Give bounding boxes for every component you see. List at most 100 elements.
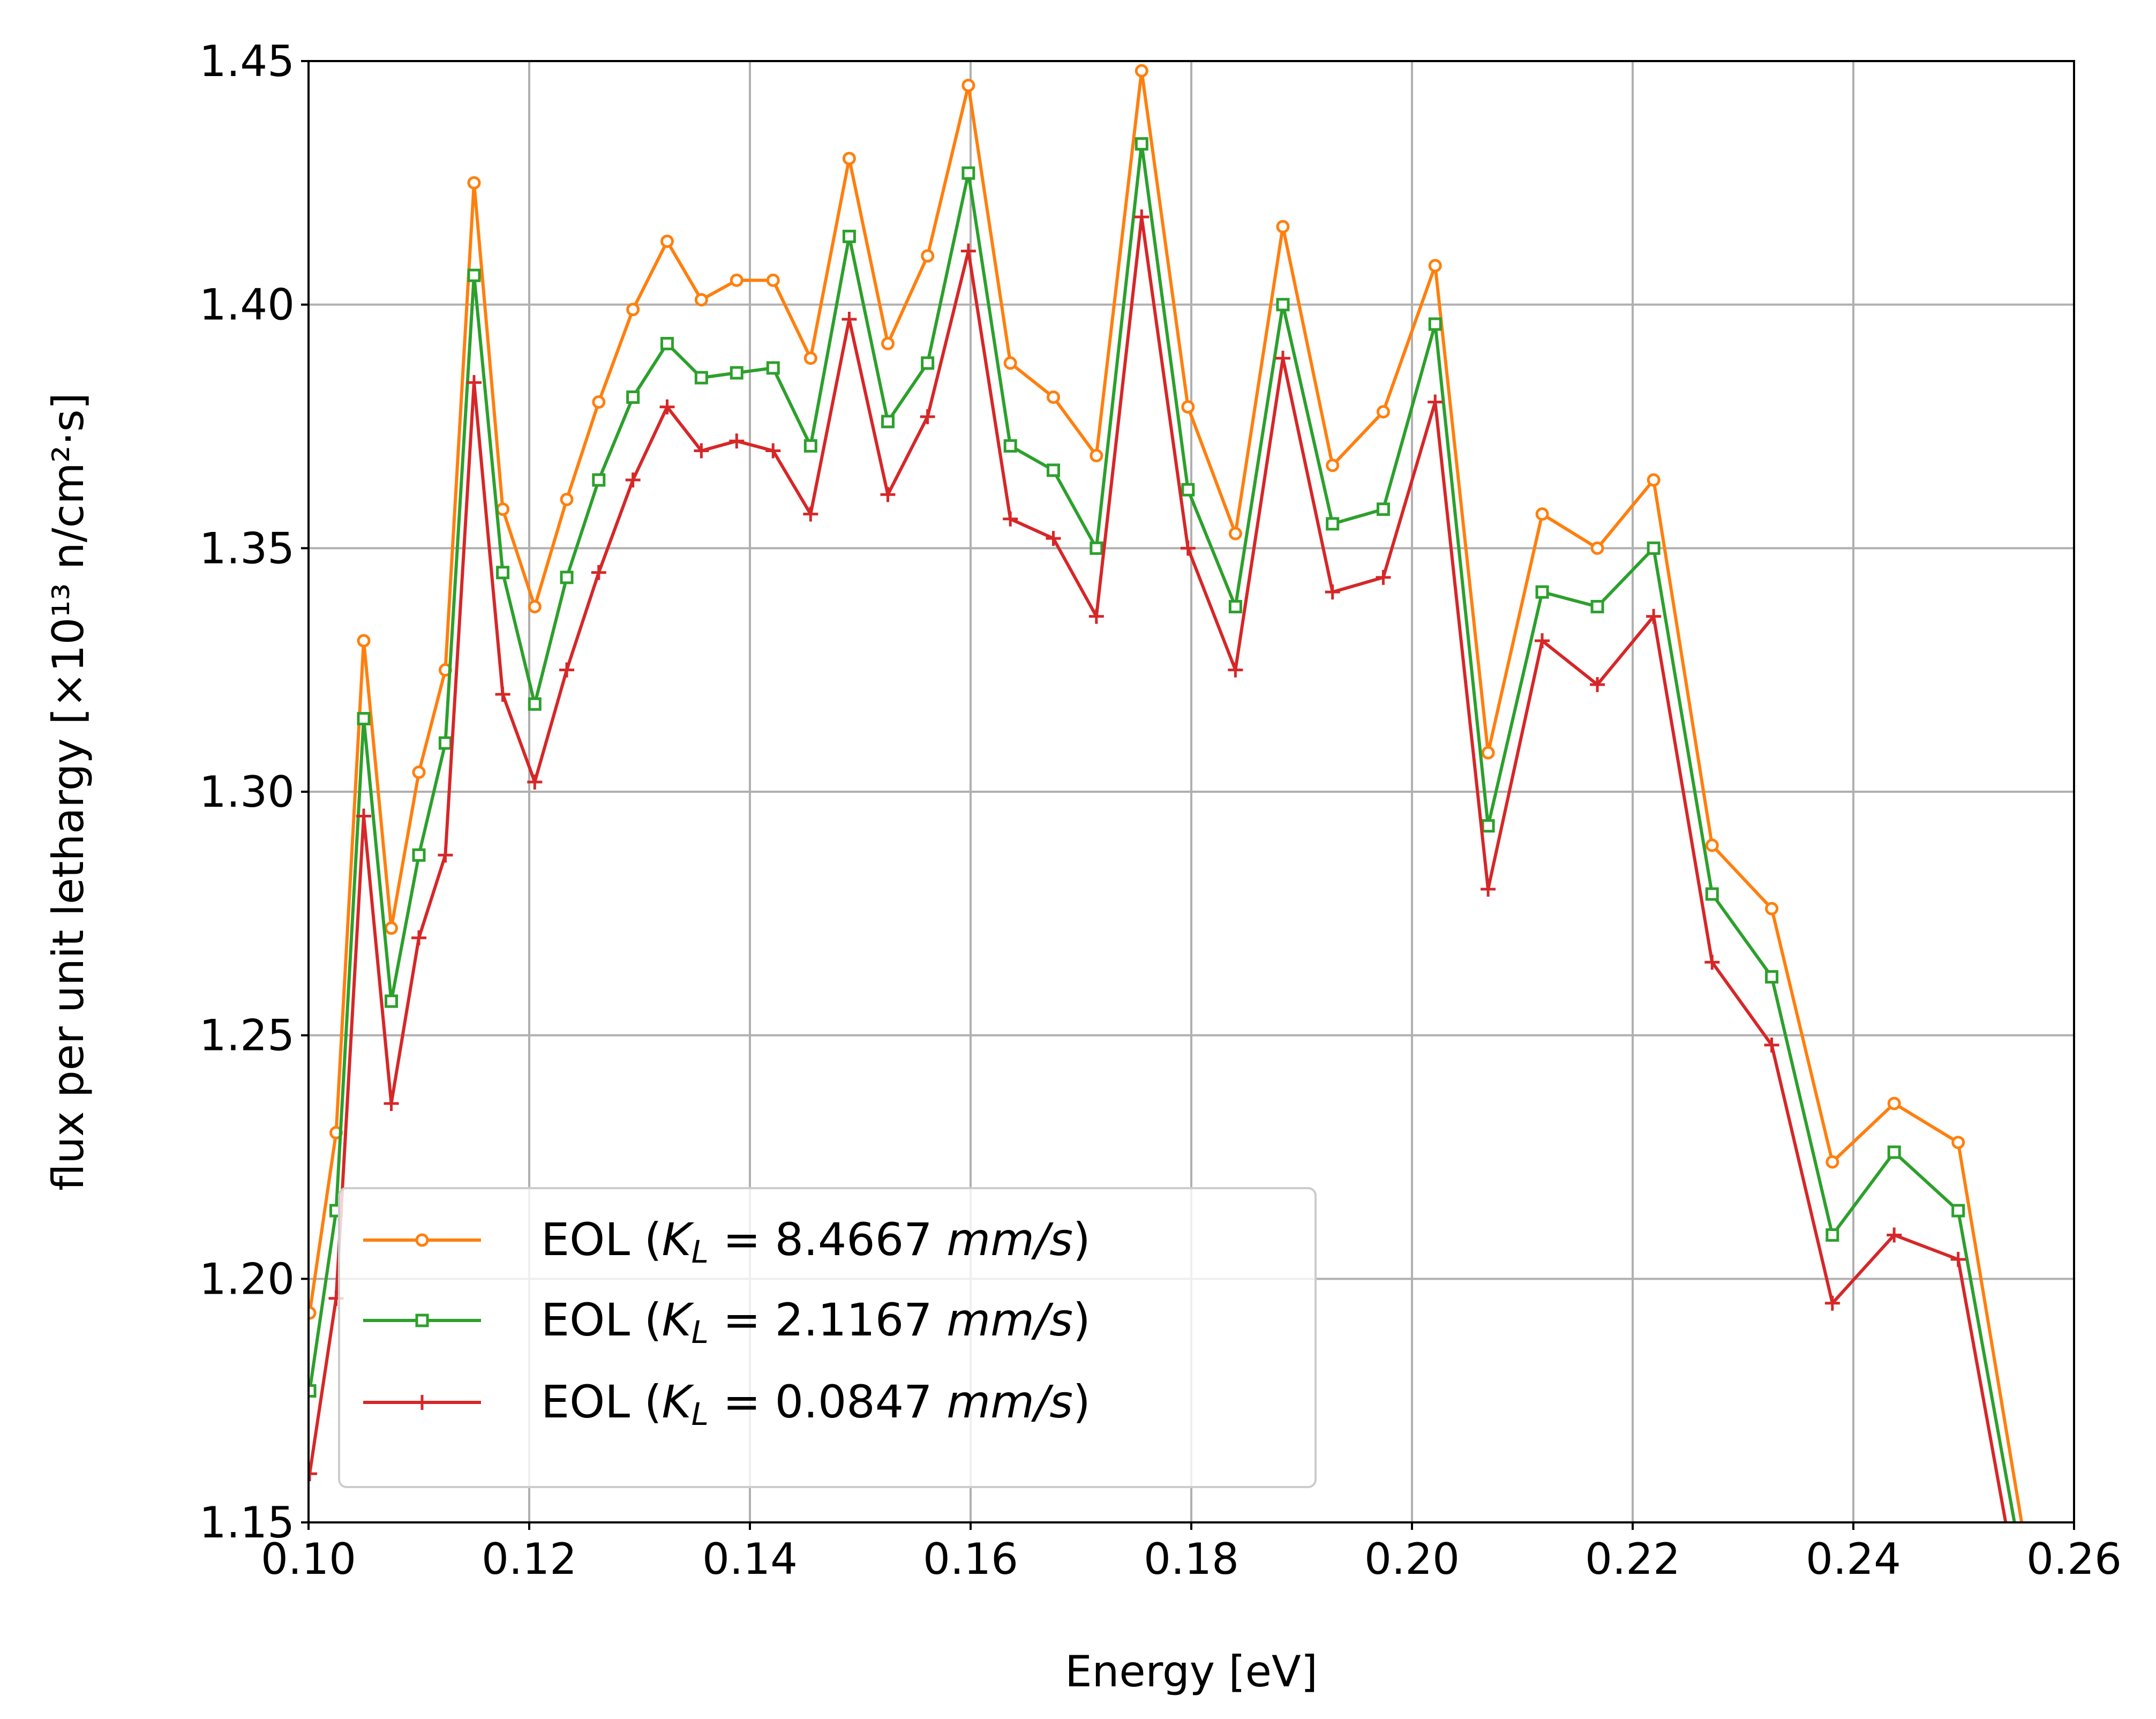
data-point xyxy=(1764,1037,1779,1053)
data-point xyxy=(803,506,818,522)
legend-box xyxy=(338,1187,1317,1488)
data-point xyxy=(1376,569,1391,585)
data-point xyxy=(356,808,371,824)
data-point xyxy=(626,303,640,317)
data-point xyxy=(881,336,895,350)
x-tick-label: 0.24 xyxy=(1806,1534,1901,1584)
data-point xyxy=(660,234,674,248)
data-point xyxy=(1326,459,1340,472)
data-point xyxy=(1135,64,1148,78)
data-point xyxy=(1428,317,1442,331)
data-point xyxy=(1705,838,1719,852)
data-point xyxy=(1325,584,1340,600)
data-point xyxy=(660,336,674,350)
data-point xyxy=(960,243,976,259)
data-point xyxy=(730,273,743,287)
data-point xyxy=(1887,1145,1901,1159)
y-tick-label: 1.45 xyxy=(199,36,295,86)
data-point xyxy=(766,273,780,287)
data-point xyxy=(385,994,398,1008)
data-point xyxy=(1090,541,1103,555)
data-point xyxy=(1481,746,1495,760)
data-point xyxy=(626,390,640,404)
data-point xyxy=(1228,527,1242,541)
data-point xyxy=(1481,881,1496,897)
data-point xyxy=(1951,1204,1965,1218)
series-square xyxy=(309,137,2016,1522)
legend-label: EOL (KL = 2.1167 mm/s) xyxy=(541,1294,1091,1350)
data-point xyxy=(1047,463,1060,477)
data-point xyxy=(1181,483,1195,497)
data-point xyxy=(842,229,856,243)
x-tick-label: 0.14 xyxy=(702,1534,798,1584)
data-point xyxy=(1647,473,1661,487)
y-tick-label: 1.15 xyxy=(199,1498,295,1548)
legend-marker xyxy=(415,1233,429,1247)
data-point xyxy=(592,473,606,487)
series-circle xyxy=(309,64,2024,1522)
data-point xyxy=(1535,585,1549,599)
series-plus xyxy=(309,209,2008,1522)
data-point xyxy=(309,1384,317,1398)
data-point xyxy=(1003,356,1017,370)
data-point xyxy=(528,599,542,613)
data-point xyxy=(384,1095,399,1111)
data-point xyxy=(1704,955,1720,970)
y-tick-label: 1.20 xyxy=(199,1254,295,1304)
data-point xyxy=(1765,970,1779,984)
data-point xyxy=(496,566,510,580)
x-tick-label: 0.20 xyxy=(1364,1534,1460,1584)
data-point xyxy=(309,1306,317,1320)
data-point xyxy=(921,249,935,263)
data-point xyxy=(729,433,745,449)
x-tick-label: 0.18 xyxy=(1144,1534,1239,1584)
data-point xyxy=(1003,511,1018,527)
data-point xyxy=(842,311,857,327)
data-point xyxy=(527,774,543,790)
data-point xyxy=(1228,599,1242,613)
data-point xyxy=(1950,1251,1966,1267)
data-point xyxy=(591,565,606,580)
data-point xyxy=(694,443,709,459)
x-tick-label: 0.10 xyxy=(261,1534,356,1584)
data-point xyxy=(592,395,606,409)
y-tick-label: 1.40 xyxy=(199,280,295,330)
legend-label: EOL (KL = 8.4667 mm/s) xyxy=(541,1213,1091,1270)
data-point xyxy=(467,268,481,282)
data-point xyxy=(467,176,481,190)
data-point xyxy=(1590,541,1604,555)
data-point xyxy=(730,366,743,380)
data-point xyxy=(625,472,641,488)
data-point xyxy=(1088,609,1104,624)
data-point xyxy=(1887,1227,1902,1243)
data-point xyxy=(1134,209,1150,224)
data-point xyxy=(961,78,975,92)
data-point xyxy=(467,375,482,391)
legend: EOL (KL = 8.4667 mm/s) EOL (KL = 2.1167 m… xyxy=(338,1187,1317,1488)
data-point xyxy=(765,443,781,459)
legend-item: EOL (KL = 0.0847 mm/s) xyxy=(363,1376,1091,1432)
data-point xyxy=(694,293,708,307)
data-point xyxy=(1376,502,1390,516)
data-point xyxy=(766,361,780,375)
data-point xyxy=(1228,662,1243,678)
y-tick-label: 1.30 xyxy=(199,767,295,817)
y-tick-label: 1.25 xyxy=(199,1011,295,1061)
data-point xyxy=(803,351,817,365)
data-point xyxy=(385,921,398,935)
data-point xyxy=(1826,1155,1839,1169)
legend-marker xyxy=(415,1395,430,1410)
data-point xyxy=(495,687,510,702)
data-point xyxy=(659,399,675,415)
data-point xyxy=(496,502,510,516)
data-point xyxy=(881,415,895,429)
data-point xyxy=(1428,394,1443,410)
data-point xyxy=(411,930,426,945)
data-point xyxy=(1535,507,1549,521)
data-point xyxy=(1705,887,1719,901)
data-point xyxy=(1590,677,1605,692)
x-axis-label: Energy [eV] xyxy=(1065,1647,1318,1697)
y-tick-label: 1.35 xyxy=(199,523,295,573)
series-layer xyxy=(309,64,2024,1522)
